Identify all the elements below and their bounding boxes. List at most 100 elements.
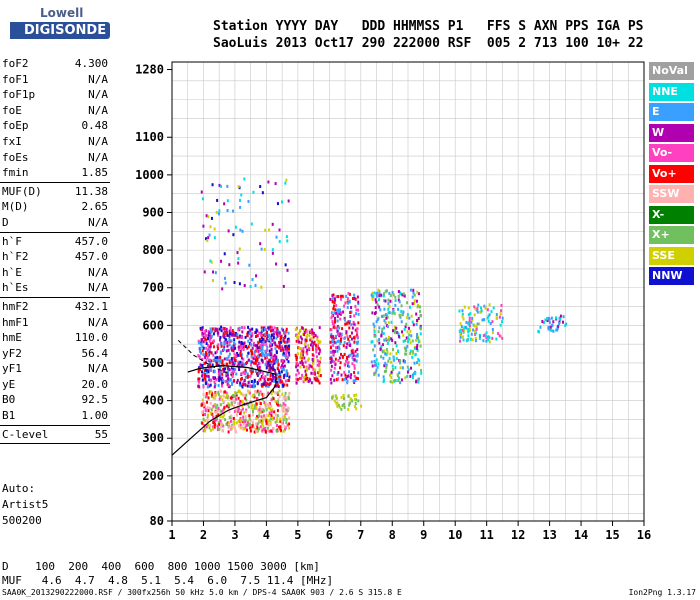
- echo-point: [338, 332, 341, 336]
- echo-point: [205, 392, 208, 396]
- echo-point: [256, 430, 259, 434]
- legend-vo: Vo+: [649, 164, 694, 183]
- echo-point: [287, 407, 290, 411]
- echo-point: [261, 392, 264, 396]
- echo-point: [264, 426, 267, 430]
- echo-point: [240, 377, 243, 381]
- echo-point: [242, 357, 245, 361]
- echo-point: [284, 263, 287, 267]
- echo-point: [241, 407, 244, 411]
- echo-point: [461, 314, 464, 318]
- echo-point: [392, 348, 395, 352]
- echo-point: [282, 348, 285, 352]
- echo-point: [341, 404, 344, 408]
- echo-point: [372, 348, 375, 352]
- echo-point: [341, 294, 344, 298]
- legend-nne: NNE: [649, 82, 694, 101]
- echo-point: [268, 333, 271, 337]
- echo-point: [254, 283, 257, 287]
- echo-point: [261, 429, 264, 433]
- echo-point: [233, 420, 236, 424]
- echo-point: [459, 335, 462, 339]
- echo-point: [501, 336, 504, 340]
- echo-point: [280, 380, 283, 384]
- echo-point: [390, 360, 393, 364]
- echo-point: [491, 320, 494, 324]
- echo-point: [271, 373, 274, 377]
- echo-point: [330, 359, 333, 363]
- echo-point: [245, 393, 248, 397]
- echo-point: [373, 330, 376, 334]
- echo-point: [343, 405, 346, 409]
- echo-point: [336, 324, 339, 328]
- echo-point: [485, 334, 488, 338]
- echo-point: [335, 311, 338, 315]
- echo-point: [402, 310, 405, 314]
- echo-point: [390, 370, 393, 374]
- echo-point: [332, 359, 335, 363]
- echo-point: [308, 363, 311, 367]
- echo-point: [256, 372, 259, 376]
- echo-point: [223, 406, 226, 410]
- echo-point: [245, 344, 248, 348]
- echo-point: [312, 335, 315, 339]
- echo-point: [333, 311, 336, 315]
- echo-point: [319, 374, 322, 378]
- echo-point: [242, 370, 245, 374]
- echo-point: [347, 337, 350, 341]
- echo-point: [402, 333, 405, 337]
- echo-point: [346, 381, 349, 385]
- param-value: N/A: [88, 103, 108, 117]
- echo-point: [373, 334, 376, 338]
- echo-point: [285, 396, 288, 400]
- echo-point: [226, 199, 229, 203]
- echo-point: [239, 411, 242, 415]
- echo-point: [199, 348, 202, 352]
- echo-point: [221, 376, 224, 380]
- echo-point: [265, 343, 268, 347]
- echo-point: [269, 409, 272, 413]
- echo-point: [272, 426, 275, 430]
- echo-point: [467, 330, 470, 334]
- echo-point: [383, 338, 386, 342]
- echo-point: [239, 205, 242, 209]
- param-key: C-level: [2, 427, 49, 441]
- echo-point: [224, 380, 227, 384]
- echo-point: [213, 380, 216, 384]
- echo-point: [235, 391, 238, 395]
- echo-point: [261, 422, 264, 426]
- echo-point: [310, 365, 313, 369]
- echo-point: [224, 395, 227, 399]
- echo-point: [209, 423, 212, 427]
- echo-point: [239, 360, 242, 364]
- echo-point: [486, 308, 489, 312]
- echo-point: [276, 419, 279, 423]
- echo-point: [279, 378, 282, 382]
- echo-point: [279, 336, 282, 340]
- echo-point: [314, 378, 317, 382]
- param-value: N/A: [88, 88, 108, 102]
- echo-point: [280, 421, 283, 425]
- echo-point: [278, 340, 281, 344]
- param-row: D N/A: [0, 215, 110, 231]
- echo-point: [239, 353, 242, 357]
- echo-point: [203, 270, 206, 274]
- echo-point: [309, 378, 312, 382]
- echo-point: [378, 291, 381, 295]
- echo-point: [285, 327, 288, 331]
- echo-point: [265, 421, 268, 425]
- echo-point: [307, 344, 310, 348]
- echo-point: [371, 291, 374, 295]
- echo-point: [316, 378, 319, 382]
- echo-point: [236, 336, 239, 340]
- echo-point: [390, 375, 393, 379]
- echo-point: [217, 390, 220, 394]
- echo-point: [256, 397, 259, 401]
- echo-point: [222, 400, 225, 404]
- echo-point: [252, 425, 255, 429]
- echo-point: [278, 331, 281, 335]
- echo-point: [315, 346, 318, 350]
- echo-point: [227, 405, 230, 409]
- echo-point: [395, 344, 398, 348]
- echo-point: [228, 359, 231, 363]
